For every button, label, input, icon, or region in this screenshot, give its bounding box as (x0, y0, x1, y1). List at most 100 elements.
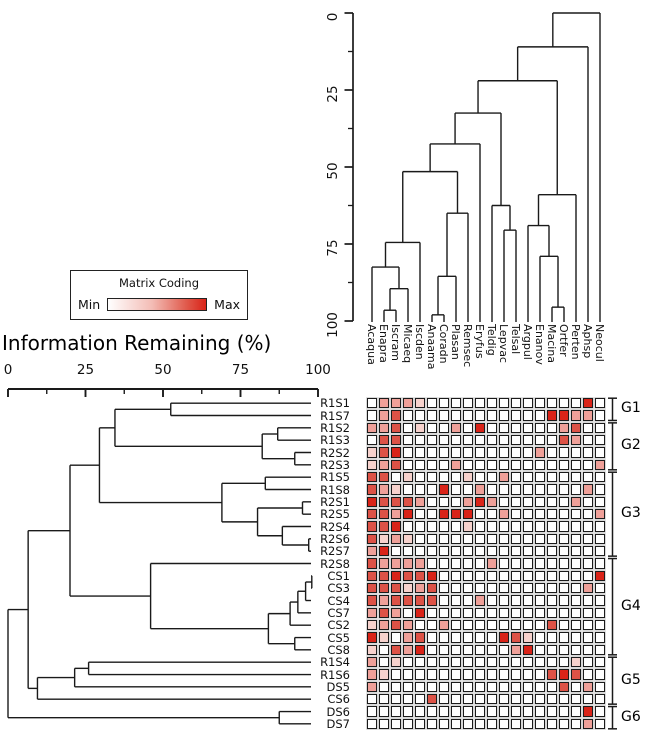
group-label: G2 (621, 437, 641, 454)
heatmap-cell (426, 434, 438, 446)
heatmap-cell (366, 471, 378, 483)
heatmap-cell (582, 410, 594, 421)
heatmap-cell (510, 681, 522, 692)
heatmap-cell (378, 693, 390, 705)
heatmap-cell (486, 570, 498, 581)
heatmap-cell (570, 422, 582, 433)
heatmap-cell (534, 459, 546, 470)
heatmap-cell (498, 434, 510, 446)
heatmap-cell (378, 521, 390, 532)
heatmap-cell (522, 669, 534, 680)
heatmap-cell (534, 471, 546, 483)
heatmap-cell (366, 706, 378, 717)
heatmap-cell (474, 410, 486, 421)
row-label: CS1 (327, 568, 350, 583)
heatmap-cell (570, 471, 582, 483)
heatmap-cell (450, 471, 462, 483)
row-label: R2S2 (320, 445, 350, 460)
heatmap-cell (522, 570, 534, 581)
column-label: Eryfus (472, 324, 486, 359)
heatmap-cell (570, 496, 582, 507)
heatmap-cell (594, 521, 606, 532)
heatmap-cell (486, 459, 498, 470)
heatmap-cell (498, 595, 510, 606)
heatmap-cell (546, 484, 558, 495)
heatmap-cell (462, 397, 474, 409)
heatmap-cell (378, 545, 390, 557)
heatmap-cell (510, 533, 522, 544)
heatmap-cell (546, 632, 558, 643)
heatmap-cell (390, 582, 402, 594)
heatmap-cell (426, 545, 438, 557)
row-label: CS6 (327, 692, 350, 707)
heatmap-cell (438, 706, 450, 717)
heatmap-cell (402, 718, 414, 729)
heatmap-cell (570, 693, 582, 705)
heatmap-cell (534, 693, 546, 705)
heatmap-cell (486, 644, 498, 655)
heatmap-cell (450, 619, 462, 631)
heatmap-cell (582, 471, 594, 483)
heatmap-cell (462, 459, 474, 470)
heatmap-cell (450, 656, 462, 668)
heatmap-cell (510, 632, 522, 643)
heatmap-cell (438, 681, 450, 692)
heatmap-cell (414, 521, 426, 532)
row-label: R2S7 (320, 544, 350, 559)
heatmap-cell (366, 533, 378, 544)
heatmap-cell (414, 607, 426, 618)
heatmap-cell (474, 484, 486, 495)
heatmap-cell (378, 570, 390, 581)
heatmap-cell (366, 496, 378, 507)
heatmap-cell (570, 669, 582, 680)
row-label: R2S1 (320, 494, 350, 509)
heatmap-cell (366, 422, 378, 433)
heatmap-cell (570, 410, 582, 421)
heatmap-cell (510, 410, 522, 421)
heatmap-cell (474, 447, 486, 458)
heatmap-cell (414, 570, 426, 581)
heatmap-cell (414, 508, 426, 520)
heatmap-cell (486, 533, 498, 544)
heatmap-cell (546, 693, 558, 705)
heatmap-cell (546, 718, 558, 729)
heatmap-cell (486, 496, 498, 507)
heatmap-cell (474, 595, 486, 606)
heatmap-cell (570, 533, 582, 544)
column-label: Ortfer (556, 324, 570, 357)
heatmap-cell (366, 644, 378, 655)
heatmap-cell (366, 397, 378, 409)
heatmap-cell (402, 496, 414, 507)
heatmap-cell (474, 496, 486, 507)
heatmap-cell (534, 656, 546, 668)
heatmap-cell (402, 533, 414, 544)
heatmap-cell (570, 718, 582, 729)
heatmap-cell (522, 718, 534, 729)
heatmap-cell (594, 545, 606, 557)
heatmap-cell (510, 471, 522, 483)
row-label: CS3 (327, 581, 350, 596)
heatmap-cell (558, 508, 570, 520)
legend-max-label: Max (214, 297, 240, 312)
heatmap-cell (426, 718, 438, 729)
heatmap-cell (594, 447, 606, 458)
heatmap-cell (594, 410, 606, 421)
heatmap-cell (522, 582, 534, 594)
heatmap-cell (570, 521, 582, 532)
heatmap-cell (510, 422, 522, 433)
heatmap-cell (390, 706, 402, 717)
heatmap-cell (558, 718, 570, 729)
heatmap-cell (558, 484, 570, 495)
heatmap-cell (450, 681, 462, 692)
heatmap-cell (522, 656, 534, 668)
heatmap-cell (426, 410, 438, 421)
heatmap-cell (486, 422, 498, 433)
heatmap-cell (390, 558, 402, 569)
heatmap-cell (378, 656, 390, 668)
heatmap-cell (594, 459, 606, 470)
heatmap-cell (570, 558, 582, 569)
heatmap-cell (462, 434, 474, 446)
heatmap-cell (438, 595, 450, 606)
heatmap-cell (582, 397, 594, 409)
heatmap-cell (402, 607, 414, 618)
